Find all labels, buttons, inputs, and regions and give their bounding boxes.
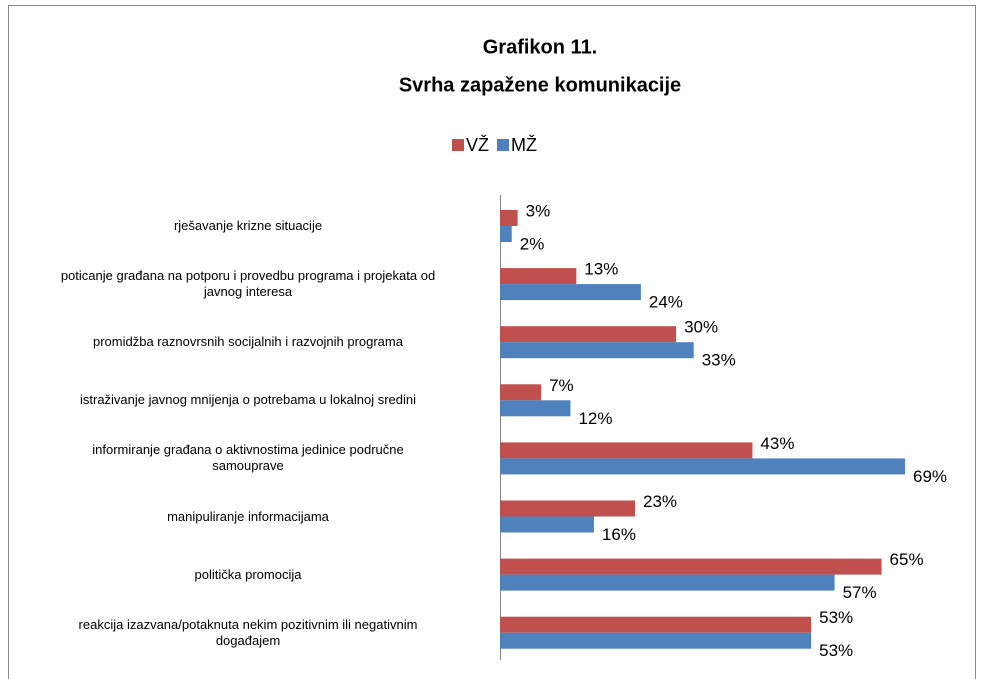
data-label: 2% [520, 234, 545, 253]
y-tick-label: poticanje građana na potporu i provedbu … [60, 268, 436, 300]
y-tick-label: informiranje građana o aktivnostima jedi… [92, 442, 404, 474]
y-tick-label: politička promocija [194, 566, 302, 582]
bar [500, 210, 518, 226]
bar [500, 558, 882, 575]
data-label: 57% [843, 583, 877, 602]
data-label: 12% [578, 409, 612, 428]
data-label: 53% [819, 608, 853, 627]
data-label: 30% [684, 318, 718, 337]
y-tick-label: reakcija izazvana/potaknuta nekim poziti… [78, 616, 418, 648]
data-label: 3% [526, 201, 551, 220]
legend-label: MŽ [511, 135, 537, 155]
bar [500, 632, 812, 649]
y-tick-label: promidžba raznovrsnih socijalnih i razvo… [93, 334, 403, 350]
bar [500, 574, 835, 591]
bar [500, 400, 571, 417]
chart-subtitle: Svrha zapažene komunikacije [399, 74, 681, 96]
data-label: 43% [760, 434, 794, 453]
chart-border [8, 5, 976, 679]
bar [500, 384, 542, 401]
bar [500, 284, 641, 301]
data-label: 7% [549, 376, 574, 395]
bar [500, 226, 512, 242]
bar [500, 516, 594, 533]
bar [500, 616, 812, 633]
y-tick-label: rješavanje krizne situacije [173, 218, 323, 233]
data-label: 16% [602, 525, 636, 544]
bar [500, 500, 636, 517]
data-label: 13% [584, 260, 618, 279]
chart-title: Grafikon 11. [483, 36, 598, 58]
y-tick-label: manipuliranje informacijama [167, 508, 329, 524]
bar [500, 326, 677, 343]
data-label: 23% [643, 492, 677, 511]
bar [500, 342, 694, 359]
data-label: 53% [819, 641, 853, 660]
legend-label: VŽ [466, 135, 489, 155]
data-label: 65% [890, 550, 924, 569]
bar [500, 268, 577, 285]
bar [500, 458, 906, 475]
data-label: 33% [702, 351, 736, 370]
data-label: 69% [913, 467, 947, 486]
legend-swatch [497, 139, 510, 151]
legend-swatch [452, 139, 464, 151]
bar [500, 442, 753, 459]
y-tick-label: istraživanje javnog mnijenja o potrebama… [79, 392, 417, 408]
data-label: 24% [649, 293, 683, 312]
